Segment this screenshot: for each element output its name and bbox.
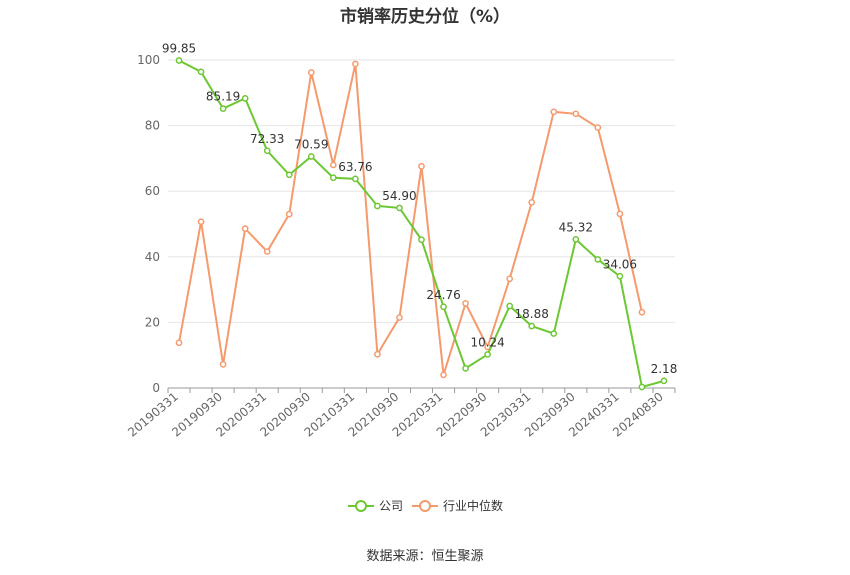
grid-lines [168, 59, 675, 323]
data-point-industry [219, 361, 227, 368]
data-point-industry [396, 314, 403, 321]
data-label-company: 99.85 [162, 41, 196, 55]
data-point-company [219, 105, 227, 112]
data-point-industry [175, 339, 183, 347]
data-label-company: 45.32 [559, 220, 593, 234]
legend-item-industry[interactable]: 行业中位数 [412, 497, 503, 514]
y-tick-label: 100 [137, 53, 160, 67]
data-point-company [638, 383, 646, 391]
legend-company-label: 公司 [379, 499, 404, 513]
data-point-industry [352, 60, 359, 68]
data-point-industry [638, 308, 646, 316]
data-point-company [440, 303, 447, 311]
series-layer [175, 57, 668, 391]
data-point-company [396, 204, 403, 212]
data-label-company: 54.90 [382, 189, 416, 203]
y-tick-label: 40 [145, 250, 160, 264]
data-point-company [484, 351, 491, 358]
data-label-company: 70.59 [294, 137, 328, 151]
data-point-company [285, 171, 293, 179]
data-point-company [462, 364, 469, 372]
data-point-industry [241, 225, 249, 232]
data-point-industry [374, 350, 381, 358]
data-point-industry [528, 199, 536, 206]
data-point-industry [440, 371, 447, 379]
data-point-company [528, 322, 536, 330]
data-label-company: 63.76 [338, 160, 372, 174]
series-line-industry [178, 63, 643, 376]
data-point-company [263, 147, 271, 155]
data-point-industry [418, 162, 425, 170]
legend-item-company[interactable]: 公司 [348, 497, 403, 514]
data-point-industry [197, 218, 205, 226]
data-point-company [418, 236, 425, 244]
y-tick-label: 60 [145, 184, 160, 198]
data-label-company: 18.88 [515, 307, 549, 321]
y-tick-label: 0 [152, 381, 160, 395]
chart-title: 市销率历史分位（%） [339, 7, 511, 27]
data-point-company [329, 174, 337, 182]
data-point-company [572, 236, 580, 243]
data-labels: 99.85 85.19 72.33 70.59 63.76 54.90 24.76 10.24… [162, 41, 677, 375]
data-point-industry [462, 300, 469, 307]
y-tick-label: 80 [145, 119, 160, 133]
legend-company-line-icon [348, 499, 374, 512]
data-point-industry [285, 210, 293, 218]
y-tick-label: 20 [145, 315, 160, 329]
data-label-company: 72.33 [250, 132, 284, 146]
data-point-industry [263, 248, 271, 255]
data-point-company [352, 175, 359, 183]
data-point-company [660, 377, 668, 385]
data-point-company [307, 153, 315, 160]
data-point-company [616, 272, 624, 280]
data-point-company [550, 330, 558, 337]
data-point-industry [506, 275, 514, 283]
data-point-company [594, 256, 602, 263]
data-point-industry [594, 124, 602, 131]
data-point-industry [616, 210, 624, 218]
data-point-industry [572, 110, 580, 118]
data-point-industry [329, 161, 337, 169]
data-point-industry [550, 108, 558, 116]
legend-industry-label: 行业中位数 [443, 499, 504, 513]
data-point-company [506, 302, 514, 310]
data-label-company: 34.06 [603, 257, 637, 271]
y-axis: 0 20 40 60 80 100 [137, 53, 160, 395]
x-axis: 2019033120190930202003312020093020210331… [125, 387, 676, 440]
data-label-company: 10.24 [470, 335, 504, 349]
data-label-company: 85.19 [206, 90, 240, 104]
data-point-company [241, 95, 249, 102]
legend-industry-line-icon [412, 499, 438, 512]
data-point-industry [307, 69, 315, 76]
data-label-company: 2.18 [651, 362, 678, 376]
data-point-company [197, 68, 205, 76]
data-point-company [374, 202, 381, 210]
data-source-note: 数据来源：恒生聚源 [366, 549, 484, 564]
data-point-company [175, 57, 183, 64]
data-label-company: 24.76 [426, 288, 460, 302]
